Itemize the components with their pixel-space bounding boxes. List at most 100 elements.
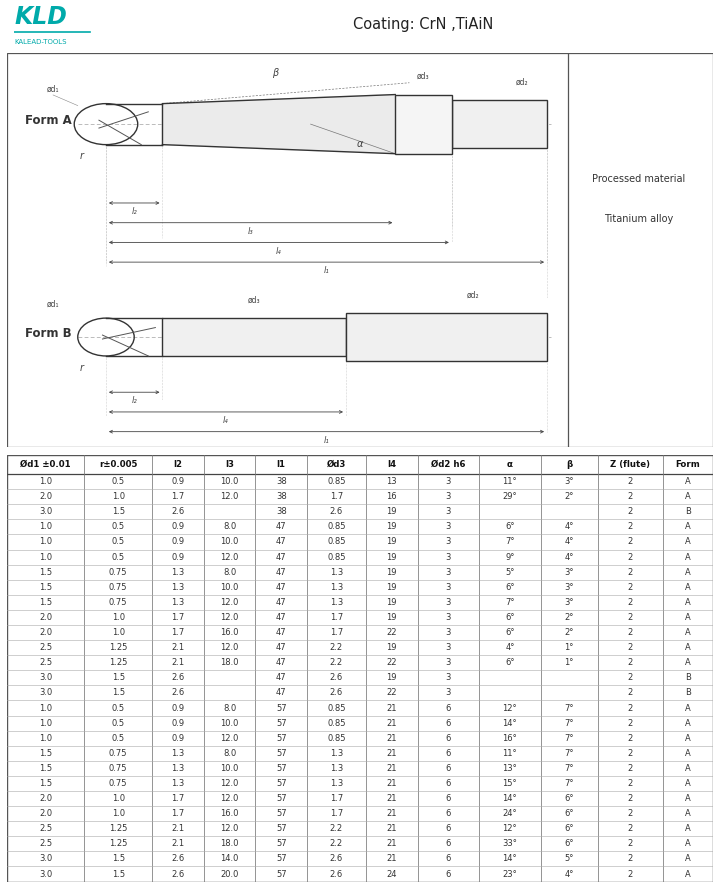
Text: Form B: Form B xyxy=(24,327,71,339)
Text: 10.0: 10.0 xyxy=(220,719,239,727)
Text: KLD: KLD xyxy=(14,4,67,29)
Text: 0.75: 0.75 xyxy=(109,749,127,758)
Text: 7°: 7° xyxy=(564,734,574,742)
Text: 3°: 3° xyxy=(564,598,574,607)
Text: 3: 3 xyxy=(446,568,451,577)
Text: A: A xyxy=(685,869,690,879)
Text: 4°: 4° xyxy=(564,869,574,879)
Text: 47: 47 xyxy=(276,613,287,622)
Text: 6: 6 xyxy=(446,719,451,727)
Text: B: B xyxy=(685,673,690,682)
Text: B: B xyxy=(685,688,690,697)
Text: 1.7: 1.7 xyxy=(171,809,184,818)
Text: 7°: 7° xyxy=(505,598,515,607)
Text: 0.5: 0.5 xyxy=(112,734,125,742)
Text: 12°: 12° xyxy=(503,824,517,833)
Text: 16.0: 16.0 xyxy=(220,628,239,637)
Text: 1.3: 1.3 xyxy=(330,779,343,788)
Text: 1.5: 1.5 xyxy=(112,688,125,697)
Text: 2: 2 xyxy=(628,673,633,682)
Text: 1.0: 1.0 xyxy=(39,478,53,486)
Text: 57: 57 xyxy=(276,854,287,864)
Text: 1.7: 1.7 xyxy=(330,628,343,637)
Text: 1.5: 1.5 xyxy=(112,854,125,864)
Text: 57: 57 xyxy=(276,749,287,758)
Text: l₄: l₄ xyxy=(223,416,229,425)
Text: 0.75: 0.75 xyxy=(109,583,127,592)
Text: 2.5: 2.5 xyxy=(39,643,53,652)
Text: 6: 6 xyxy=(446,794,451,803)
Text: 1.0: 1.0 xyxy=(112,794,125,803)
Text: 1.7: 1.7 xyxy=(171,493,184,501)
Text: 2: 2 xyxy=(628,779,633,788)
Text: 1.0: 1.0 xyxy=(112,493,125,501)
Text: 2.0: 2.0 xyxy=(39,628,53,637)
Text: 2.6: 2.6 xyxy=(171,673,184,682)
Text: 24: 24 xyxy=(387,869,397,879)
Text: ød₁: ød₁ xyxy=(47,299,59,308)
Text: 7°: 7° xyxy=(564,764,574,773)
Text: 6°: 6° xyxy=(564,794,574,803)
Text: 16°: 16° xyxy=(503,734,517,742)
Text: 5°: 5° xyxy=(505,568,515,577)
Text: 29°: 29° xyxy=(503,493,517,501)
Text: 1.3: 1.3 xyxy=(330,583,343,592)
Text: Ød2 h6: Ød2 h6 xyxy=(431,460,466,469)
Text: 11°: 11° xyxy=(503,478,517,486)
Text: 14.0: 14.0 xyxy=(220,854,239,864)
Text: 6: 6 xyxy=(446,854,451,864)
Text: 2.6: 2.6 xyxy=(330,508,343,517)
Text: 2: 2 xyxy=(628,794,633,803)
Text: 2: 2 xyxy=(628,839,633,848)
Text: 2.5: 2.5 xyxy=(39,658,53,667)
Text: 21: 21 xyxy=(387,809,397,818)
Text: r: r xyxy=(79,362,84,373)
Text: 3: 3 xyxy=(446,523,451,532)
Text: 16.0: 16.0 xyxy=(220,809,239,818)
Text: 2: 2 xyxy=(628,613,633,622)
Text: 0.5: 0.5 xyxy=(112,538,125,547)
Text: A: A xyxy=(685,658,690,667)
Text: 1.3: 1.3 xyxy=(330,598,343,607)
Text: 57: 57 xyxy=(276,794,287,803)
Text: 0.5: 0.5 xyxy=(112,523,125,532)
Text: 2.5: 2.5 xyxy=(39,839,53,848)
Text: α: α xyxy=(507,460,513,469)
Text: 21: 21 xyxy=(387,794,397,803)
Text: 2.0: 2.0 xyxy=(39,493,53,501)
Text: 2: 2 xyxy=(628,703,633,712)
Text: 57: 57 xyxy=(276,839,287,848)
Text: 0.9: 0.9 xyxy=(171,538,184,547)
Text: 12.0: 12.0 xyxy=(220,643,239,652)
Text: l₂: l₂ xyxy=(131,396,137,406)
Bar xyxy=(395,95,451,153)
Text: 1.5: 1.5 xyxy=(39,583,53,592)
Text: 2.6: 2.6 xyxy=(171,508,184,517)
Text: A: A xyxy=(685,749,690,758)
Text: 19: 19 xyxy=(387,613,397,622)
Text: 1.5: 1.5 xyxy=(39,764,53,773)
Text: 19: 19 xyxy=(387,583,397,592)
Text: 3.0: 3.0 xyxy=(39,869,53,879)
Text: 6: 6 xyxy=(446,839,451,848)
Text: 20.0: 20.0 xyxy=(220,869,239,879)
Text: 57: 57 xyxy=(276,809,287,818)
Text: 2: 2 xyxy=(628,583,633,592)
Text: A: A xyxy=(685,719,690,727)
Text: Form A: Form A xyxy=(24,113,71,127)
Text: 21: 21 xyxy=(387,824,397,833)
Text: 19: 19 xyxy=(387,673,397,682)
Text: A: A xyxy=(685,583,690,592)
Text: l1: l1 xyxy=(276,460,286,469)
Text: 1.25: 1.25 xyxy=(109,658,127,667)
Text: 1.3: 1.3 xyxy=(171,779,184,788)
Text: 3.0: 3.0 xyxy=(39,673,53,682)
Text: 2.5: 2.5 xyxy=(39,824,53,833)
Text: 14°: 14° xyxy=(503,719,517,727)
Text: 12.0: 12.0 xyxy=(220,493,239,501)
Text: 3°: 3° xyxy=(564,583,574,592)
Text: 19: 19 xyxy=(387,598,397,607)
Text: 6°: 6° xyxy=(564,824,574,833)
Text: 57: 57 xyxy=(276,703,287,712)
Text: 2°: 2° xyxy=(564,613,574,622)
